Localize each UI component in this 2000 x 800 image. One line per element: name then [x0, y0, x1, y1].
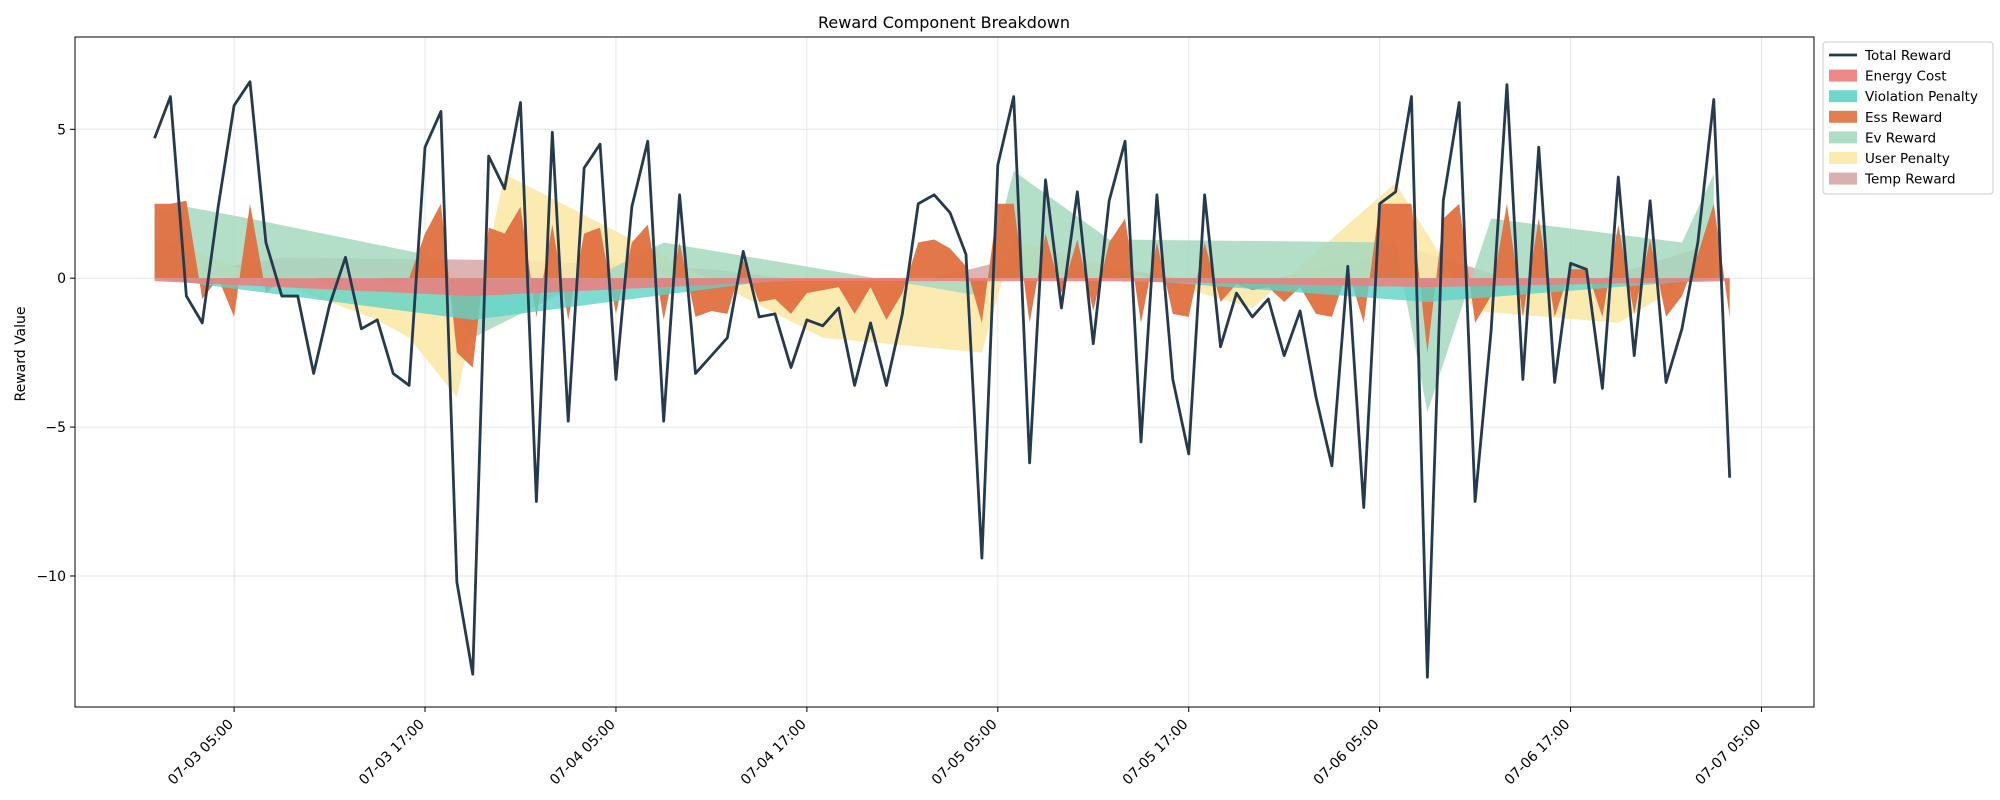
x-tick-label: 07-04 17:00	[738, 717, 810, 789]
x-tick-label: 07-05 05:00	[929, 717, 1001, 789]
line-total-reward	[153, 80, 1732, 679]
x-tick-label: 07-05 17:00	[1120, 717, 1192, 789]
legend-box	[1822, 41, 1994, 195]
chart-title: Reward Component Breakdown	[818, 13, 1070, 32]
legend-swatch	[1829, 172, 1857, 185]
legend-swatch	[1829, 90, 1857, 103]
plot-frame	[74, 36, 1815, 708]
y-tick-label: −5	[45, 420, 66, 436]
total-reward-series	[153, 80, 1732, 679]
x-tick-label: 07-06 05:00	[1311, 717, 1383, 789]
legend-label: Violation Penalty	[1865, 89, 1978, 105]
x-tick-label: 07-03 05:00	[165, 717, 237, 789]
x-tick-label: 07-03 17:00	[356, 717, 428, 789]
y-tick-label: 0	[57, 271, 66, 287]
x-tick-label: 07-06 17:00	[1502, 717, 1574, 789]
legend-swatch	[1829, 152, 1857, 164]
area-energy-cost	[154, 278, 1730, 297]
legend-swatch	[1829, 110, 1857, 123]
legend-swatch	[1829, 131, 1857, 144]
x-tick-label: 07-07 05:00	[1693, 717, 1765, 789]
legend-label: Ev Reward	[1865, 130, 1936, 146]
legend: Total Reward Energy Cost Violation Penalty…	[1822, 41, 1994, 195]
legend-label: Temp Reward	[1864, 172, 1956, 188]
legend-label: Energy Cost	[1865, 69, 1947, 85]
legend-swatch	[1829, 69, 1857, 82]
y-tick-label: 5	[57, 122, 66, 138]
legend-label: Ess Reward	[1865, 110, 1942, 126]
y-axis-title: Reward Value	[13, 306, 29, 401]
legend-label: Total Reward	[1864, 48, 1951, 64]
legend-label: User Penalty	[1865, 151, 1950, 167]
x-tick-label: 07-04 05:00	[547, 717, 619, 789]
y-tick-label: −10	[36, 569, 66, 585]
